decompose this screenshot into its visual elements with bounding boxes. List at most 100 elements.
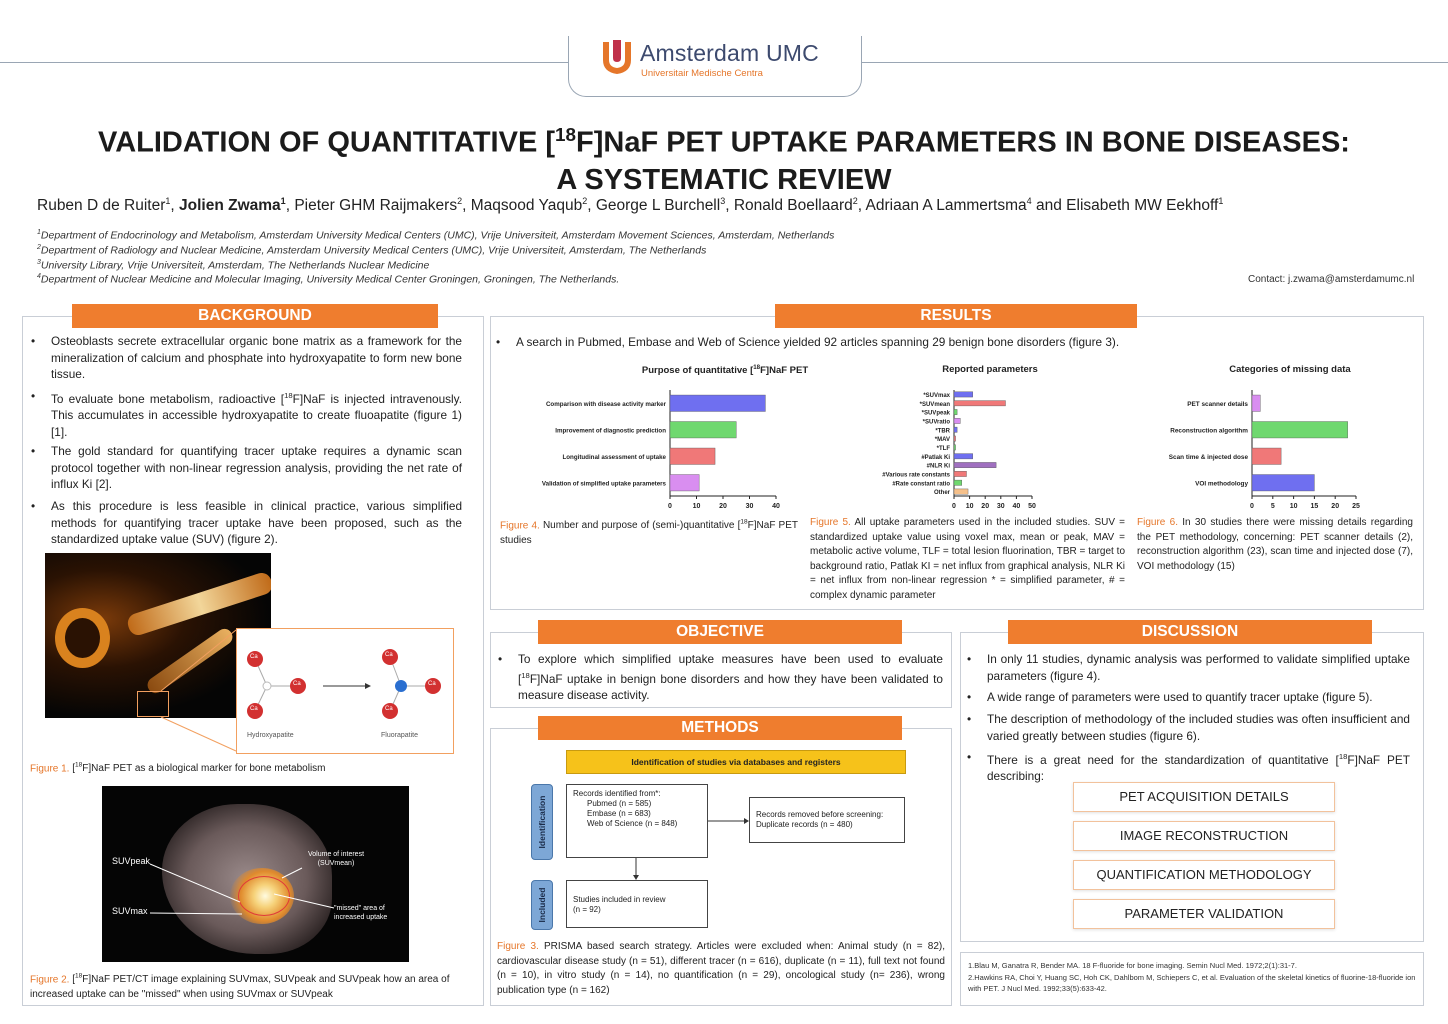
ca-atom-label: Ca [428,681,436,687]
chart-category-label: Validation of simplified uptake paramete… [542,480,667,487]
chart-bar [669,421,737,439]
affiliation-num: 3 [37,259,41,266]
affiliation-num: 1 [37,229,41,236]
header-rule-left [0,62,570,63]
author-name-highlight: Jolien Zwama [179,197,281,215]
results-bullet-1: A search in Pubmed, Embase and Web of Sc… [496,334,1396,351]
author-sep: , [285,197,295,215]
suvpeak-label: SUVpeak [112,856,151,866]
author-affil-sup: 2 [852,196,858,206]
chart-bar [669,447,716,465]
missed-area-label: "missed" area of increased uptake [334,905,388,921]
author-name: Maqsood Yaqub [470,197,583,215]
chart-bar [953,471,967,477]
logo-subtitle: Universitair Medische Centra [641,68,763,79]
background-bullet-3: The gold standard for quantifying tracer… [31,443,462,493]
prisma-side-identification: Identification [531,784,553,860]
chart-x-tick-label: 5 [1271,503,1275,510]
chart-category-label: Scan time & injected dose [1169,454,1249,461]
fig2-caption-text: [18F]NaF PET/CT image explaining SUVmax,… [30,973,450,1000]
reference-1: 1.Blau M, Ganatra R, Bender MA. 18 F-flu… [968,961,1297,970]
affiliation-text: University Library, Vrije Universiteit, … [40,259,430,272]
affiliation-num: 2 [37,244,41,251]
discussion-bullet-1: In only 11 studies, dynamic analysis was… [967,651,1410,684]
fig1-caption-text: [18F]NaF PET as a biological marker for … [72,762,326,775]
prisma-side-identification-text: Identification [537,795,547,849]
author-affil-sup: 3 [720,196,726,206]
chart-category-label: #Patlak Ki [921,455,950,461]
author-affil-sup: 4 [1026,196,1032,206]
fig1-chemistry-diagram [247,649,441,719]
chart-bar [953,391,973,398]
author-name: Elisabeth MW Eekhoff [1066,197,1219,215]
prisma-studies-included-box: Studies included in review (n = 92) [566,880,708,928]
voi-label: Volume of interest (SUVmean) [307,851,365,867]
chart-category-label: Comparison with disease activity marker [546,401,667,408]
chart-category-label: Reconstruction algorithm [1170,427,1248,434]
author-affil-sup: 2 [457,196,463,206]
logo-name: Amsterdam UMC [640,40,819,66]
chart-x-tick-label: 30 [997,503,1005,510]
contact-email[interactable]: Contact: j.zwama@amsterdamumc.nl [1248,274,1415,285]
author-name: Pieter GHM Raijmakers [294,197,458,215]
chart-bar [953,426,958,433]
fig1-bone-ring [55,608,110,668]
chart-bar [953,435,956,442]
objective-header: OBJECTIVE [538,620,902,644]
chart-bar [1251,394,1261,412]
fig2-caption: Figure 2. [18F]NaF PET/CT image explaini… [30,970,478,1002]
author-sep: , [587,197,596,215]
chart-x-tick-label: 0 [952,503,956,510]
chart-x-tick-label: 20 [981,503,989,510]
chart-category-label: #NLR Ki [927,464,951,470]
fig3-caption-text: PRISMA based search strategy. Articles w… [497,941,945,996]
prisma-text: Records removed before screening: [756,810,884,819]
ca-atom-label: Ca [250,706,258,712]
chart-x-tick-label: 0 [1250,503,1254,510]
fig1-pet-image [45,553,271,718]
chart-category-label: Improvement of diagnostic prediction [555,427,666,434]
fig4-caption-text: Number and purpose of (semi-)quantitativ… [500,519,799,546]
fig3-caption-label: Figure 3. [497,941,539,952]
affiliation-4: 4Department of Nuclear Medicine and Mole… [37,273,619,286]
background-bullet-1: Osteoblasts secrete extracellular organi… [31,333,462,383]
chart-bar [953,418,961,424]
author-name: Ruben D de Ruiter [37,197,166,215]
chart-x-tick-label: 20 [719,503,727,510]
affiliation-text: Department of Nuclear Medicine and Molec… [40,273,620,286]
chart-x-tick-label: 0 [668,503,672,510]
prisma-text: Pubmed (n = 585) [587,799,652,808]
prisma-text: Records identified from*: [573,789,661,798]
chart-category-label: #Various rate constants [882,472,950,478]
references-panel [960,952,1424,1006]
chart-x-tick-label: 10 [966,503,974,510]
author-sep: , [725,197,734,215]
fig6-caption-text: In 30 studies there were missing details… [1137,517,1413,572]
chart-category-label: VOI methodology [1195,480,1248,487]
discussion-bullet-2: A wide range of parameters were used to … [967,689,1410,706]
chart3-title: Categories of missing data [1229,364,1351,375]
chart-bar [1251,474,1315,492]
chart-bar [1251,447,1282,465]
chart-x-tick-label: 10 [693,503,701,510]
chart-x-tick-label: 30 [746,503,754,510]
chart-x-tick-label: 40 [772,503,780,510]
discussion-bullet-3: The description of methodology of the in… [967,711,1410,744]
prisma-text: Studies included in review [573,895,666,904]
objective-bullet-1: To explore which simplified uptake measu… [498,651,943,703]
affiliation-1: 1Department of Endocrinology and Metabol… [37,229,834,242]
chart-bar [953,409,958,415]
prisma-arrows [633,818,749,880]
standardization-item-1: PET ACQUISITION DETAILS [1073,782,1335,812]
author-affil-sup: 1 [1218,196,1224,206]
author-affil-sup: 2 [582,196,588,206]
author-sep: , [170,197,180,215]
author-affil-sup: 1 [165,196,171,206]
fig1-zoom-connector [160,629,237,752]
chart-bar [1251,421,1348,439]
prisma-text: Embase (n = 683) [587,809,651,818]
fig4-caption-label: Figure 4. [500,520,540,532]
author-sep: , [857,197,866,215]
fig2-caption-label: Figure 2. [30,974,70,986]
chart-category-label: *SUVpeak [922,411,951,417]
